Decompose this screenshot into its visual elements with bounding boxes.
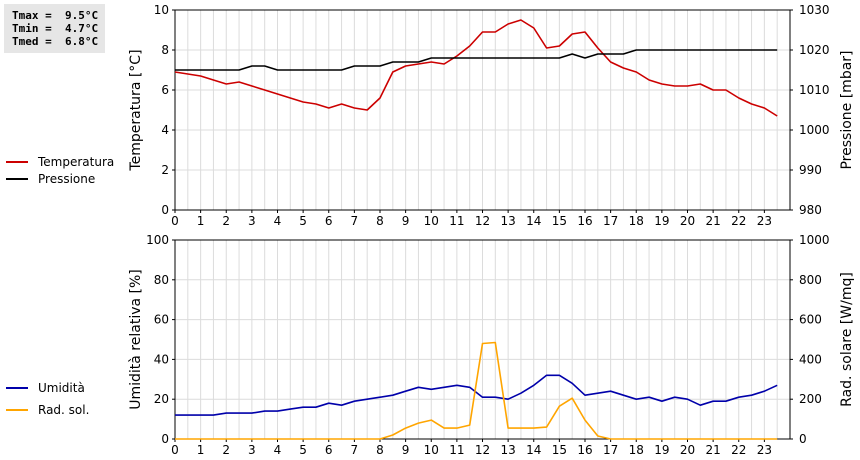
y-tick-label: 0 [161, 203, 169, 217]
x-tick-label: 4 [274, 443, 282, 457]
x-tick-label: 14 [526, 214, 541, 228]
x-tick-label: 17 [603, 214, 618, 228]
y2-tick-label: 0 [799, 432, 807, 446]
legend-label-temperatura: Temperatura [38, 155, 115, 169]
x-tick-label: 12 [475, 214, 490, 228]
x-tick-label: 16 [577, 214, 592, 228]
y-tick-label: 60 [154, 313, 169, 327]
y-tick-label: 2 [161, 163, 169, 177]
x-tick-label: 18 [629, 214, 644, 228]
x-tick-label: 16 [577, 443, 592, 457]
x-tick-label: 19 [654, 214, 669, 228]
y2-tick-label: 1000 [799, 233, 830, 247]
y-tick-label: 10 [154, 3, 169, 17]
x-tick-label: 0 [171, 214, 179, 228]
legend-label-umidita: Umidità [38, 381, 85, 395]
y2-tick-label: 990 [799, 163, 822, 177]
x-tick-label: 3 [248, 214, 256, 228]
x-tick-label: 0 [171, 443, 179, 457]
x-tick-label: 12 [475, 443, 490, 457]
y-tick-label: 4 [161, 123, 169, 137]
x-tick-label: 8 [376, 443, 384, 457]
legend-swatch-umidita [6, 387, 28, 389]
x-tick-label: 10 [424, 443, 439, 457]
y-tick-label: 80 [154, 273, 169, 287]
y2-tick-label: 800 [799, 273, 822, 287]
y2-tick-label: 1010 [799, 83, 830, 97]
y-axis-title: Temperatura [°C] [128, 49, 144, 171]
x-tick-label: 9 [402, 443, 410, 457]
x-tick-label: 20 [680, 214, 695, 228]
y-tick-label: 8 [161, 43, 169, 57]
y2-axis-title: Pressione [mbar] [839, 50, 855, 169]
legend-swatch-rad-sol [6, 409, 28, 411]
x-tick-label: 23 [757, 214, 772, 228]
x-tick-label: 1 [197, 443, 205, 457]
series-line-umidit [175, 374, 778, 416]
y2-tick-label: 1030 [799, 3, 830, 17]
chart-temperature-pressure: 0 1 2 3 4 5 6 7 8 9 10 11 12 13 14 15 16 17 18 19 20 21 22 2302… [128, 3, 855, 228]
x-tick-label: 4 [274, 214, 282, 228]
y2-axis-title: Rad. solare [W/mq] [839, 272, 855, 407]
y2-tick-label: 1000 [799, 123, 830, 137]
y-tick-label: 100 [146, 233, 169, 247]
y-tick-label: 40 [154, 352, 169, 366]
x-tick-label: 19 [654, 443, 669, 457]
x-tick-label: 15 [552, 214, 567, 228]
x-tick-label: 2 [222, 443, 230, 457]
x-tick-label: 15 [552, 443, 567, 457]
x-tick-label: 11 [449, 443, 464, 457]
legend-swatch-pressione [6, 178, 28, 180]
y2-tick-label: 200 [799, 392, 822, 406]
x-tick-label: 13 [500, 214, 515, 228]
stats-box: Tmax = 9.5°C Tmin = 4.7°C Tmed = 6.8°C [4, 4, 105, 53]
y2-tick-label: 1020 [799, 43, 830, 57]
legend-label-pressione: Pressione [38, 172, 96, 186]
x-tick-label: 17 [603, 443, 618, 457]
x-tick-label: 22 [731, 214, 746, 228]
x-tick-label: 1 [197, 214, 205, 228]
stat-tmax: Tmax = 9.5°C [12, 9, 99, 22]
x-tick-label: 18 [629, 443, 644, 457]
x-tick-label: 13 [500, 443, 515, 457]
y-tick-label: 20 [154, 392, 169, 406]
y2-tick-label: 600 [799, 313, 822, 327]
x-tick-label: 20 [680, 443, 695, 457]
chart-humidity-radiation: 0 1 2 3 4 5 6 7 8 9 10 11 12 13 14 15 16 17 18 19 20 21 22 2302… [128, 233, 855, 457]
stat-tmin: Tmin = 4.7°C [12, 22, 99, 35]
x-tick-label: 21 [705, 443, 720, 457]
y-axis-title: Umidità relativa [%] [128, 269, 144, 410]
x-tick-label: 3 [248, 443, 256, 457]
x-tick-label: 7 [351, 443, 359, 457]
y2-tick-label: 400 [799, 352, 822, 366]
x-tick-label: 5 [299, 214, 307, 228]
series-line-pressione [175, 49, 778, 71]
y-tick-label: 6 [161, 83, 169, 97]
stat-tmed: Tmed = 6.8°C [12, 35, 99, 48]
x-tick-label: 23 [757, 443, 772, 457]
x-tick-label: 22 [731, 443, 746, 457]
series-line-rad-sol [175, 341, 778, 440]
x-tick-label: 9 [402, 214, 410, 228]
y-tick-label: 0 [161, 432, 169, 446]
x-tick-label: 8 [376, 214, 384, 228]
x-tick-label: 5 [299, 443, 307, 457]
x-tick-label: 7 [351, 214, 359, 228]
legend-swatch-temperatura [6, 161, 28, 163]
x-tick-label: 2 [222, 214, 230, 228]
x-tick-label: 14 [526, 443, 541, 457]
x-tick-label: 6 [325, 443, 333, 457]
x-tick-label: 11 [449, 214, 464, 228]
x-tick-label: 6 [325, 214, 333, 228]
x-tick-label: 21 [705, 214, 720, 228]
series-line-temperatura [174, 19, 778, 117]
legend-label-rad-sol: Rad. sol. [38, 403, 90, 417]
x-tick-label: 10 [424, 214, 439, 228]
y2-tick-label: 980 [799, 203, 822, 217]
